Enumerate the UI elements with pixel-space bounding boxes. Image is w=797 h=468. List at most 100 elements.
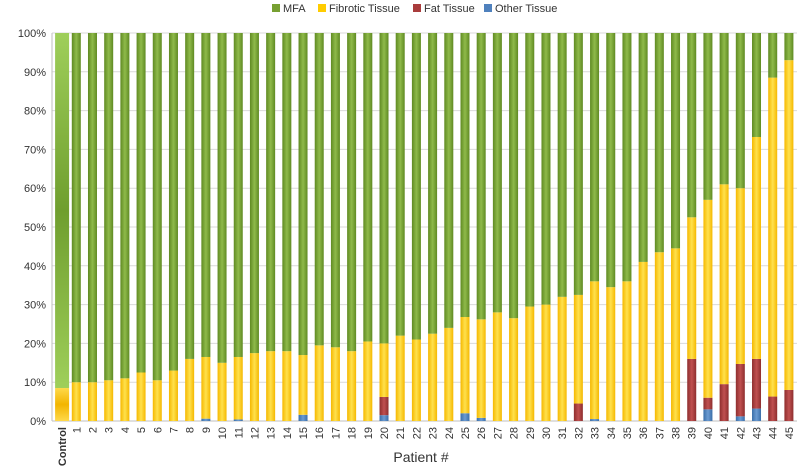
x-tick-label: 35: [622, 427, 634, 439]
bar-mfa: [168, 33, 178, 371]
y-tick-label: 50%: [24, 222, 46, 234]
x-tick-label: 37: [654, 427, 666, 439]
y-axis: 0% 10% 20% 30% 40% 50% 60% 70% 80% 90% 100%: [18, 28, 797, 428]
bar-fibrotic-tissue: [314, 345, 324, 421]
bar-fibrotic-tissue: [185, 358, 195, 421]
bar-mfa: [314, 33, 324, 346]
bar-fat-tissue: [379, 396, 389, 416]
bar-fibrotic-tissue: [428, 333, 438, 421]
bar-fibrotic-tissue: [104, 380, 114, 421]
bar-fat-tissue: [784, 389, 794, 421]
bar-mfa: [428, 33, 438, 334]
bar-fibrotic-tissue: [671, 248, 681, 421]
x-tick-label: 14: [282, 427, 294, 439]
bar-fibrotic-tissue: [298, 355, 308, 415]
legend-swatch: [413, 4, 421, 12]
x-tick-label: 30: [541, 427, 553, 439]
x-tick-label: 3: [104, 427, 116, 433]
x-tick-label: 19: [363, 427, 375, 439]
bar-fibrotic-tissue: [719, 184, 729, 385]
bar-fibrotic-tissue: [492, 312, 502, 421]
bar-fibrotic-tissue: [687, 217, 697, 359]
bar-mfa: [185, 33, 195, 359]
x-tick-label: 10: [217, 427, 229, 439]
bar-fibrotic-tissue: [460, 317, 470, 414]
y-tick-label: 0%: [30, 416, 46, 428]
bar-mfa: [104, 33, 114, 381]
bar-mfa: [266, 33, 276, 352]
bar-mfa: [687, 33, 697, 218]
bar-other-tissue: [298, 414, 308, 421]
bar-fibrotic-tissue: [735, 188, 745, 364]
legend: MFA Fibrotic Tissue Fat Tissue Other Tissue: [272, 3, 557, 15]
bar-mfa: [71, 33, 81, 383]
bar-mfa: [541, 33, 551, 305]
y-tick-label: 30%: [24, 300, 46, 312]
bar-mfa: [557, 33, 567, 297]
bar-fibrotic-tissue: [55, 388, 70, 421]
bar-fibrotic-tissue: [120, 378, 130, 421]
y-tick-label: 70%: [24, 144, 46, 156]
bar-mfa: [347, 33, 357, 352]
bar-mfa: [298, 33, 308, 356]
y-tick-label: 60%: [24, 183, 46, 195]
bar-other-tissue: [752, 408, 762, 421]
x-tick-label: 36: [638, 427, 650, 439]
bar-fibrotic-tissue: [541, 304, 551, 421]
y-tick-label: 40%: [24, 261, 46, 273]
x-tick-label: 20: [379, 427, 391, 439]
bar-fat-tissue: [719, 384, 729, 421]
x-tick-label: 38: [671, 427, 683, 439]
bar-other-tissue: [460, 413, 470, 421]
bar-mfa: [752, 33, 762, 137]
x-tick-label: 29: [525, 427, 537, 439]
x-tick-label: 17: [330, 427, 342, 439]
bar-fibrotic-tissue: [233, 356, 243, 420]
bar-fat-tissue: [768, 396, 778, 421]
x-tick-label: 32: [573, 427, 585, 439]
legend-label: MFA: [283, 3, 306, 15]
bar-other-tissue: [379, 415, 389, 421]
bars: [55, 33, 794, 421]
bar-mfa: [282, 33, 292, 352]
x-tick-label: 5: [136, 427, 148, 433]
bar-fibrotic-tissue: [752, 136, 762, 359]
bar-fibrotic-tissue: [525, 306, 535, 421]
x-tick-label: 34: [606, 427, 618, 439]
bar-fibrotic-tissue: [476, 319, 486, 418]
bar-fibrotic-tissue: [282, 351, 292, 421]
bar-other-tissue: [476, 417, 486, 421]
bar-mfa: [152, 33, 162, 381]
bar-mfa: [509, 33, 519, 319]
x-axis-title: Patient #: [393, 449, 448, 465]
bar-mfa: [55, 33, 70, 389]
x-tick-label: 28: [509, 427, 521, 439]
legend-label: Other Tissue: [495, 3, 557, 15]
bar-mfa: [330, 33, 340, 348]
bar-mfa: [460, 33, 470, 318]
x-tick-label: 44: [768, 427, 780, 439]
x-tick-label: 26: [476, 427, 488, 439]
bar-mfa: [590, 33, 600, 282]
x-tick-label: 21: [395, 427, 407, 439]
x-tick-label: 11: [233, 427, 245, 438]
bar-fibrotic-tissue: [703, 199, 713, 398]
bar-fibrotic-tissue: [152, 380, 162, 421]
x-tick-label: 41: [719, 427, 731, 439]
x-tick-label: 22: [411, 427, 423, 439]
x-tick-label: 39: [687, 427, 699, 439]
x-tick-label: 9: [201, 427, 213, 433]
x-tick-label: 18: [347, 427, 359, 439]
bar-mfa: [606, 33, 616, 288]
bar-mfa: [573, 33, 583, 295]
x-tick-label: 7: [168, 427, 180, 433]
x-tick-label: 40: [703, 427, 715, 439]
bar-mfa: [638, 33, 648, 262]
bar-mfa: [87, 33, 97, 383]
bar-mfa: [411, 33, 421, 340]
x-tick-label: 4: [120, 427, 132, 433]
x-tick-label: 23: [428, 427, 440, 439]
y-tick-label: 80%: [24, 106, 46, 118]
bar-mfa: [703, 33, 713, 200]
bar-fibrotic-tissue: [395, 335, 405, 421]
